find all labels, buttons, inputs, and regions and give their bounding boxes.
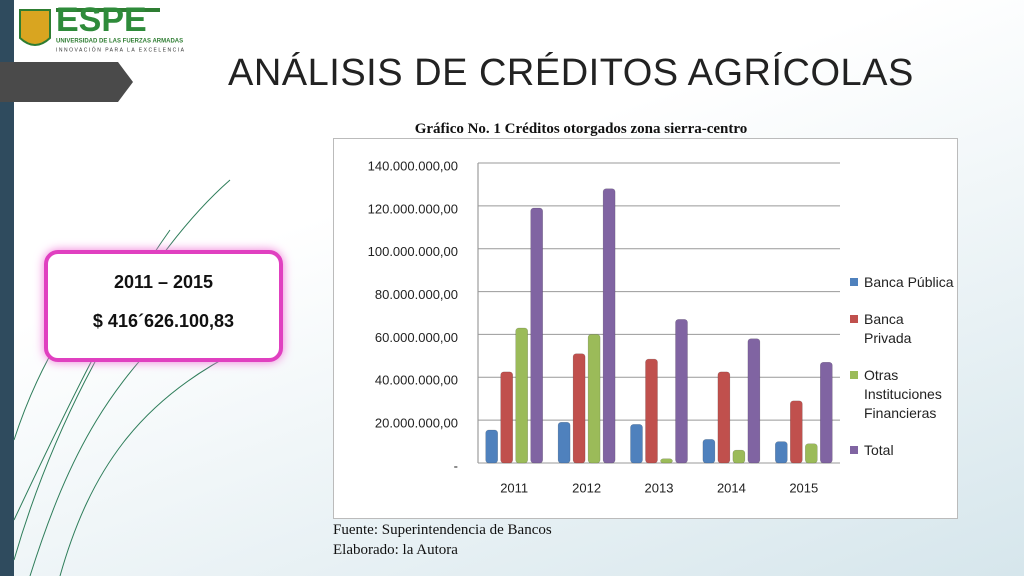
legend-item: Otras Instituciones Financieras	[850, 366, 955, 423]
period: 2011 – 2015	[113, 272, 214, 292]
legend-item: Total	[850, 441, 955, 460]
legend-swatch	[850, 371, 858, 379]
bar	[660, 458, 673, 464]
logo: ESPE UNIVERSIDAD DE LAS FUERZAS ARMADAS …	[19, 1, 185, 53]
bar	[515, 327, 528, 464]
bar	[717, 371, 731, 464]
y-tick-label: 20.000.000,00	[375, 416, 458, 431]
x-tick-label: 2012	[572, 480, 601, 495]
legend: Banca Pública Banca Privada Otras Instituc…	[850, 273, 955, 478]
legend-item: Banca Privada	[850, 310, 955, 348]
chart-title: Gráfico No. 1 Créditos otorgados zona si…	[414, 121, 748, 137]
bar	[557, 422, 571, 464]
y-tick-label: 60.000.000,00	[375, 330, 458, 345]
legend-label: Banca Pública	[864, 274, 954, 290]
bar	[630, 424, 643, 464]
legend-swatch	[850, 446, 858, 454]
y-tick-label: -	[454, 458, 458, 473]
legend-label: Total	[864, 442, 894, 458]
x-tick-label: 2015	[789, 480, 818, 495]
bar	[500, 371, 513, 464]
bar	[805, 443, 818, 464]
bar	[645, 358, 658, 464]
bar	[747, 338, 761, 464]
title-tab	[0, 62, 133, 102]
bar	[820, 362, 833, 464]
bar	[485, 429, 498, 464]
y-tick-label: 80.000.000,00	[375, 287, 458, 302]
x-tick-label: 2014	[717, 480, 746, 495]
amount: $ 416´626.100,83	[92, 311, 235, 331]
bar	[602, 188, 616, 464]
x-tick-label: 2011	[500, 480, 528, 495]
bar	[572, 353, 586, 464]
bar	[732, 449, 746, 464]
bar	[530, 207, 543, 464]
bar	[587, 334, 601, 464]
legend-swatch	[850, 315, 858, 323]
y-tick-label: 100.000.000,00	[368, 244, 458, 259]
x-tick-label: 2013	[645, 480, 674, 495]
logo-name: ESPE	[56, 1, 147, 39]
legend-item: Banca Pública	[850, 273, 955, 292]
logo-subtitle: UNIVERSIDAD DE LAS FUERZAS ARMADAS	[56, 39, 183, 45]
slide-title: ANÁLISIS DE CRÉDITOS AGRÍCOLAS	[228, 52, 914, 94]
y-tick-label: 120.000.000,00	[368, 201, 458, 216]
left-stripe	[0, 0, 14, 576]
bar	[675, 319, 688, 464]
legend-label: Banca Privada	[864, 311, 912, 346]
legend-label: Otras Instituciones Financieras	[864, 367, 942, 421]
bar	[790, 400, 803, 464]
logo-motto: INNOVACIÓN PARA LA EXCELENCIA	[56, 46, 185, 53]
bar	[702, 439, 716, 464]
source: Fuente: Superintendencia de Bancos	[333, 522, 552, 538]
legend-swatch	[850, 278, 858, 286]
author: Elaborado: la Autora	[333, 542, 458, 558]
highlight-box: 2011 – 2015 $ 416´626.100,83	[44, 250, 283, 362]
y-tick-label: 40.000.000,00	[375, 373, 458, 388]
y-tick-label: 140.000.000,00	[368, 158, 458, 173]
bar	[775, 441, 788, 464]
